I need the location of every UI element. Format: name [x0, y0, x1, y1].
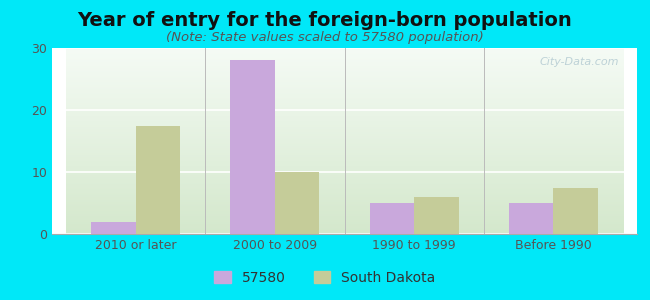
- Bar: [370, 203, 414, 234]
- Bar: [230, 60, 275, 234]
- Text: (Note: State values scaled to 57580 population): (Note: State values scaled to 57580 popu…: [166, 32, 484, 44]
- Bar: [553, 188, 598, 234]
- Bar: [136, 125, 180, 234]
- Bar: [509, 203, 553, 234]
- Text: City-Data.com: City-Data.com: [540, 57, 619, 67]
- Bar: [275, 172, 319, 234]
- Bar: [414, 197, 459, 234]
- Bar: [91, 222, 136, 234]
- Legend: 57580, South Dakota: 57580, South Dakota: [209, 265, 441, 290]
- Text: Year of entry for the foreign-born population: Year of entry for the foreign-born popul…: [77, 11, 573, 29]
